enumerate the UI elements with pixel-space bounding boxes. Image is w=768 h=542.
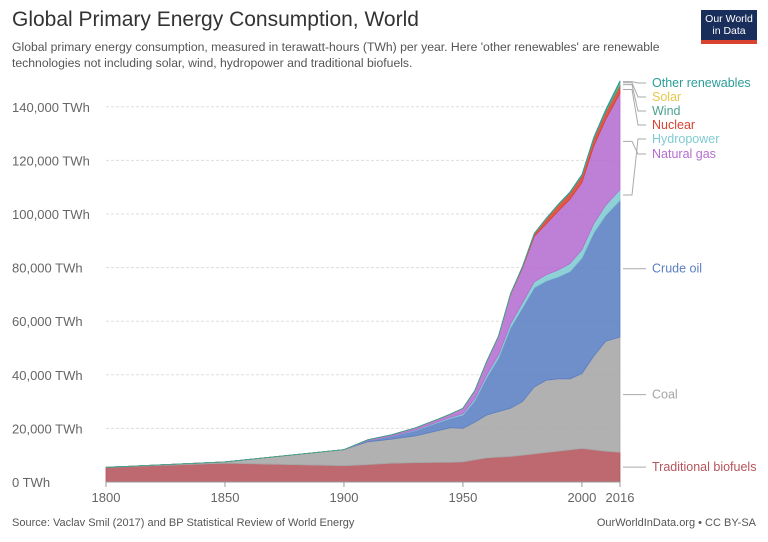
x-tick-label: 1950 [448,490,477,505]
chart-subtitle: Global primary energy consumption, measu… [12,40,660,70]
chart-title: Global Primary Energy Consumption, World [12,8,419,31]
legend-connector [623,81,646,84]
y-tick-label: 120,000 TWh [12,153,90,168]
y-tick-label: 40,000 TWh [12,368,83,383]
legend-label: Nuclear [652,118,695,132]
legend-connector [623,138,646,196]
x-axis: 1800 1850 1900 1950 2000 2016 [92,481,635,505]
x-tick-label: 1850 [211,490,240,505]
legend-label: Coal [652,388,678,402]
y-tick-label: 60,000 TWh [12,314,83,329]
logo-line1: Our World [705,13,753,25]
logo-line2: in Data [712,25,746,37]
y-tick-label: 140,000 TWh [12,100,90,115]
legend-label: Solar [652,90,681,104]
legend-connector [623,89,646,126]
credit-note[interactable]: OurWorldInData.org • CC BY-SA [596,517,756,529]
source-note: Source: Vaclav Smil (2017) and BP Statis… [12,517,355,529]
x-tick-label: 2000 [567,490,596,505]
y-axis: 0 TWh 20,000 TWh 40,000 TWh 60,000 TWh 80,00… [12,100,90,490]
legend: Traditional biofuels Coal Crude oil Hydropo… [623,76,756,474]
legend-label: Wind [652,104,681,118]
x-tick-label: 2016 [606,490,635,505]
x-tick-label: 1800 [92,490,121,505]
legend-label: Crude oil [652,262,702,276]
owid-logo[interactable]: Our World in Data [701,10,757,44]
area-layers [105,80,621,483]
y-tick-label: 100,000 TWh [12,207,90,222]
legend-label: Natural gas [652,147,716,161]
y-tick-label: 20,000 TWh [12,421,83,436]
legend-connector [623,140,646,155]
x-tick-label: 1900 [330,490,359,505]
y-tick-label: 0 TWh [12,475,50,490]
legend-label: Hydropower [652,132,719,146]
legend-label: Other renewables [652,76,751,90]
legend-connector [623,82,646,98]
area-other-renewables [105,80,621,468]
legend-connector [623,84,646,112]
y-tick-label: 80,000 TWh [12,261,83,276]
legend-label: Traditional biofuels [652,460,756,474]
logo-bar [701,40,757,44]
